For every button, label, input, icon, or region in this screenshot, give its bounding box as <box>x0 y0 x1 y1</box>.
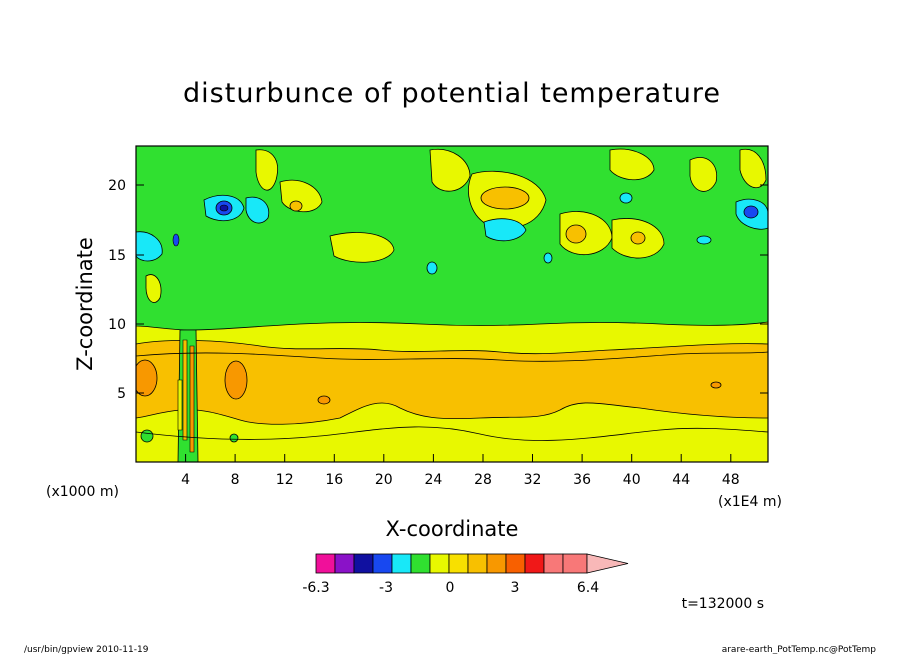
colorbar-label-m3: -3 <box>379 580 393 596</box>
yellow-patch-1 <box>255 149 278 191</box>
x-tick-label-16: 16 <box>325 472 343 488</box>
green-dot-left <box>140 429 154 443</box>
y-tick-label-10: 10 <box>108 317 126 333</box>
plot-frame <box>135 145 769 463</box>
x-axis: 4 8 12 16 20 24 28 32 36 40 44 48 (x1E4 … <box>181 454 782 541</box>
colorbar-cell-7 <box>429 553 450 574</box>
cyan-dot-4 <box>696 235 712 245</box>
orange-patch-left <box>136 359 158 397</box>
colorbar-cell-11 <box>505 553 526 574</box>
cyan-dot-1 <box>426 261 438 275</box>
contour-line-1 <box>136 426 768 441</box>
plume-stripe-1 <box>182 339 188 441</box>
colorbar-cell-6 <box>410 553 431 574</box>
colorbar-cell-12 <box>524 553 545 574</box>
x-tick-label-12: 12 <box>276 472 294 488</box>
colorbar-cell-1 <box>315 553 336 574</box>
green-dot-mid <box>229 433 239 443</box>
x-tick-label-8: 8 <box>231 472 240 488</box>
z-unit-label: (x1000 m) <box>46 484 119 500</box>
colorbar-cell-10 <box>486 553 507 574</box>
plume-stripe-2 <box>189 345 195 453</box>
footer-left: /usr/bin/gpview 2010-11-19 <box>24 645 149 654</box>
cyan-patch-3 <box>136 231 163 262</box>
cyan-patch-4 <box>483 218 527 242</box>
colorbar-label-max: 6.4 <box>577 580 599 596</box>
y-axis-label: Z-coordinate <box>73 237 97 371</box>
colorbar-arrow <box>586 553 629 574</box>
yellow-patch-10 <box>145 274 162 303</box>
colorbar-cell-14 <box>562 553 588 574</box>
yellow-patch-11 <box>739 148 767 189</box>
yellow-patch-3 <box>329 232 395 263</box>
orange-band <box>136 339 768 425</box>
colorbar-cell-8 <box>448 553 469 574</box>
orange-patch-upper-2 <box>565 224 587 244</box>
orange-patch-upper-4 <box>289 200 303 212</box>
plume-stripe-3 <box>177 379 183 431</box>
colorbar-cell-9 <box>467 553 488 574</box>
colorbar-cell-2 <box>334 553 355 574</box>
cyan-dot-3 <box>619 192 633 204</box>
footer-right: arare-earth_PotTemp.nc@PotTemp <box>722 645 877 654</box>
colorbar-cell-4 <box>372 553 393 574</box>
x-axis-label: X-coordinate <box>386 517 519 541</box>
orange-patch-upper-3 <box>630 231 646 245</box>
time-label: t=132000 s <box>682 596 764 612</box>
x-tick-label-40: 40 <box>623 472 641 488</box>
yellow-patch-9 <box>689 157 718 192</box>
chart-title: disturbunce of potential temperature <box>183 78 721 109</box>
y-axis: 5 10 15 20 Z-coordinate (x1000 m) <box>46 178 768 500</box>
colorbar-label-min: -6.3 <box>302 580 329 596</box>
colorbar-label-3: 3 <box>511 580 520 596</box>
x-tick-label-32: 32 <box>524 472 542 488</box>
orange-dot-1 <box>317 395 331 405</box>
x-unit-label: (x1E4 m) <box>718 494 782 510</box>
x-tick-label-28: 28 <box>474 472 492 488</box>
x-tick-label-36: 36 <box>573 472 591 488</box>
colorbar-label-0: 0 <box>446 580 455 596</box>
x-tick-label-24: 24 <box>424 472 442 488</box>
x-tick-label-48: 48 <box>722 472 740 488</box>
y-tick-label-5: 5 <box>117 386 126 402</box>
navy-spot-1 <box>219 204 229 212</box>
yellow-patch-4 <box>429 148 471 192</box>
orange-dot-2 <box>710 381 722 389</box>
blue-spot-3 <box>172 233 180 247</box>
y-tick-label-15: 15 <box>108 248 126 264</box>
y-tick-label-20: 20 <box>108 178 126 194</box>
x-tick-label-4: 4 <box>181 472 190 488</box>
x-tick-label-20: 20 <box>375 472 393 488</box>
yellow-patch-8 <box>609 148 655 181</box>
x-tick-label-44: 44 <box>672 472 690 488</box>
cyan-patch-2 <box>245 196 270 224</box>
colorbar: -6.3 -3 0 3 6.4 <box>302 553 629 596</box>
orange-patch-upper-1 <box>480 186 530 210</box>
orange-patch-mid <box>224 360 248 400</box>
blue-spot-2 <box>743 205 759 219</box>
contour-field <box>136 146 768 462</box>
colorbar-cell-13 <box>543 553 564 574</box>
contour-line-2 <box>136 351 768 362</box>
colorbar-cell-5 <box>391 553 412 574</box>
colorbar-cell-3 <box>353 553 374 574</box>
cyan-dot-2 <box>543 252 553 264</box>
